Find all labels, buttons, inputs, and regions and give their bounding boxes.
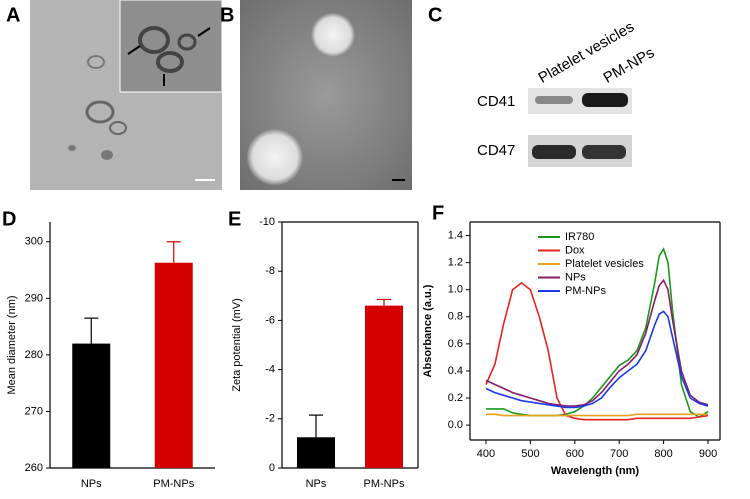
blot-column: PM-NPs — [600, 44, 657, 87]
series-line — [485, 281, 709, 421]
y-tick-label: -4 — [265, 364, 275, 376]
series-line — [485, 310, 709, 409]
legend-label: PM-NPs — [565, 285, 606, 297]
x-axis-label: Wavelength (nm) — [551, 465, 640, 477]
y-tick-label: -2 — [265, 413, 275, 425]
x-tick-label: PM-NPs — [364, 478, 405, 490]
y-tick-label: 1.0 — [448, 284, 463, 296]
bar — [365, 305, 403, 468]
series-line — [485, 278, 709, 407]
tem-image-a — [30, 0, 223, 190]
y-axis-label: Zeta potential (mV) — [231, 298, 243, 392]
blot-row: CD47 — [477, 142, 515, 159]
y-tick-label: -8 — [265, 265, 275, 277]
bar — [72, 343, 111, 468]
x-tick-label: 800 — [654, 448, 672, 460]
series-line — [486, 413, 708, 417]
y-tick-label: -10 — [259, 216, 275, 228]
y-axis-label: Absorbance (a.u.) — [422, 284, 434, 377]
x-tick-label: 900 — [699, 448, 717, 460]
panel-label: A — [6, 4, 20, 26]
panel-label: B — [220, 4, 234, 26]
x-tick-label: 600 — [566, 448, 584, 460]
y-tick-label: 0.6 — [448, 338, 463, 350]
legend-label: NPs — [565, 271, 586, 283]
y-tick-label: 0 — [269, 462, 275, 474]
y-tick-label: 0.0 — [448, 419, 463, 431]
western-blot: Platelet vesicles PM-NPs CD41 CD47 — [477, 18, 657, 167]
y-axis-label: Mean diameter (nm) — [6, 295, 18, 394]
y-tick-label: 1.2 — [448, 257, 463, 269]
x-tick-label: 700 — [610, 448, 628, 460]
y-tick-label: 1.4 — [448, 229, 463, 241]
y-tick-label: 260 — [25, 462, 43, 474]
y-tick-label: 0.4 — [448, 365, 463, 377]
y-tick-label: 300 — [25, 236, 43, 248]
legend-label: Platelet vesicles — [565, 258, 644, 270]
y-tick-label: 270 — [25, 405, 43, 417]
panel-label: F — [432, 202, 444, 224]
bar — [297, 437, 335, 468]
x-tick-label: PM-NPs — [153, 478, 194, 490]
y-tick-label: 290 — [25, 292, 43, 304]
legend-label: IR780 — [565, 231, 594, 243]
legend-label: Dox — [565, 244, 585, 256]
x-tick-label: 500 — [521, 448, 539, 460]
blot-row: CD41 — [477, 93, 515, 110]
y-tick-label: 0.8 — [448, 311, 463, 323]
x-tick-label: NPs — [306, 478, 327, 490]
y-tick-label: 280 — [25, 349, 43, 361]
bar — [154, 262, 193, 468]
y-tick-label: -6 — [265, 314, 275, 326]
tem-image-b — [240, 0, 412, 190]
x-tick-label: NPs — [81, 478, 102, 490]
panel-label: C — [428, 4, 442, 26]
panel-label: E — [228, 208, 241, 230]
x-tick-label: 400 — [477, 448, 495, 460]
panel-label: D — [2, 208, 16, 230]
y-tick-label: 0.2 — [448, 392, 463, 404]
